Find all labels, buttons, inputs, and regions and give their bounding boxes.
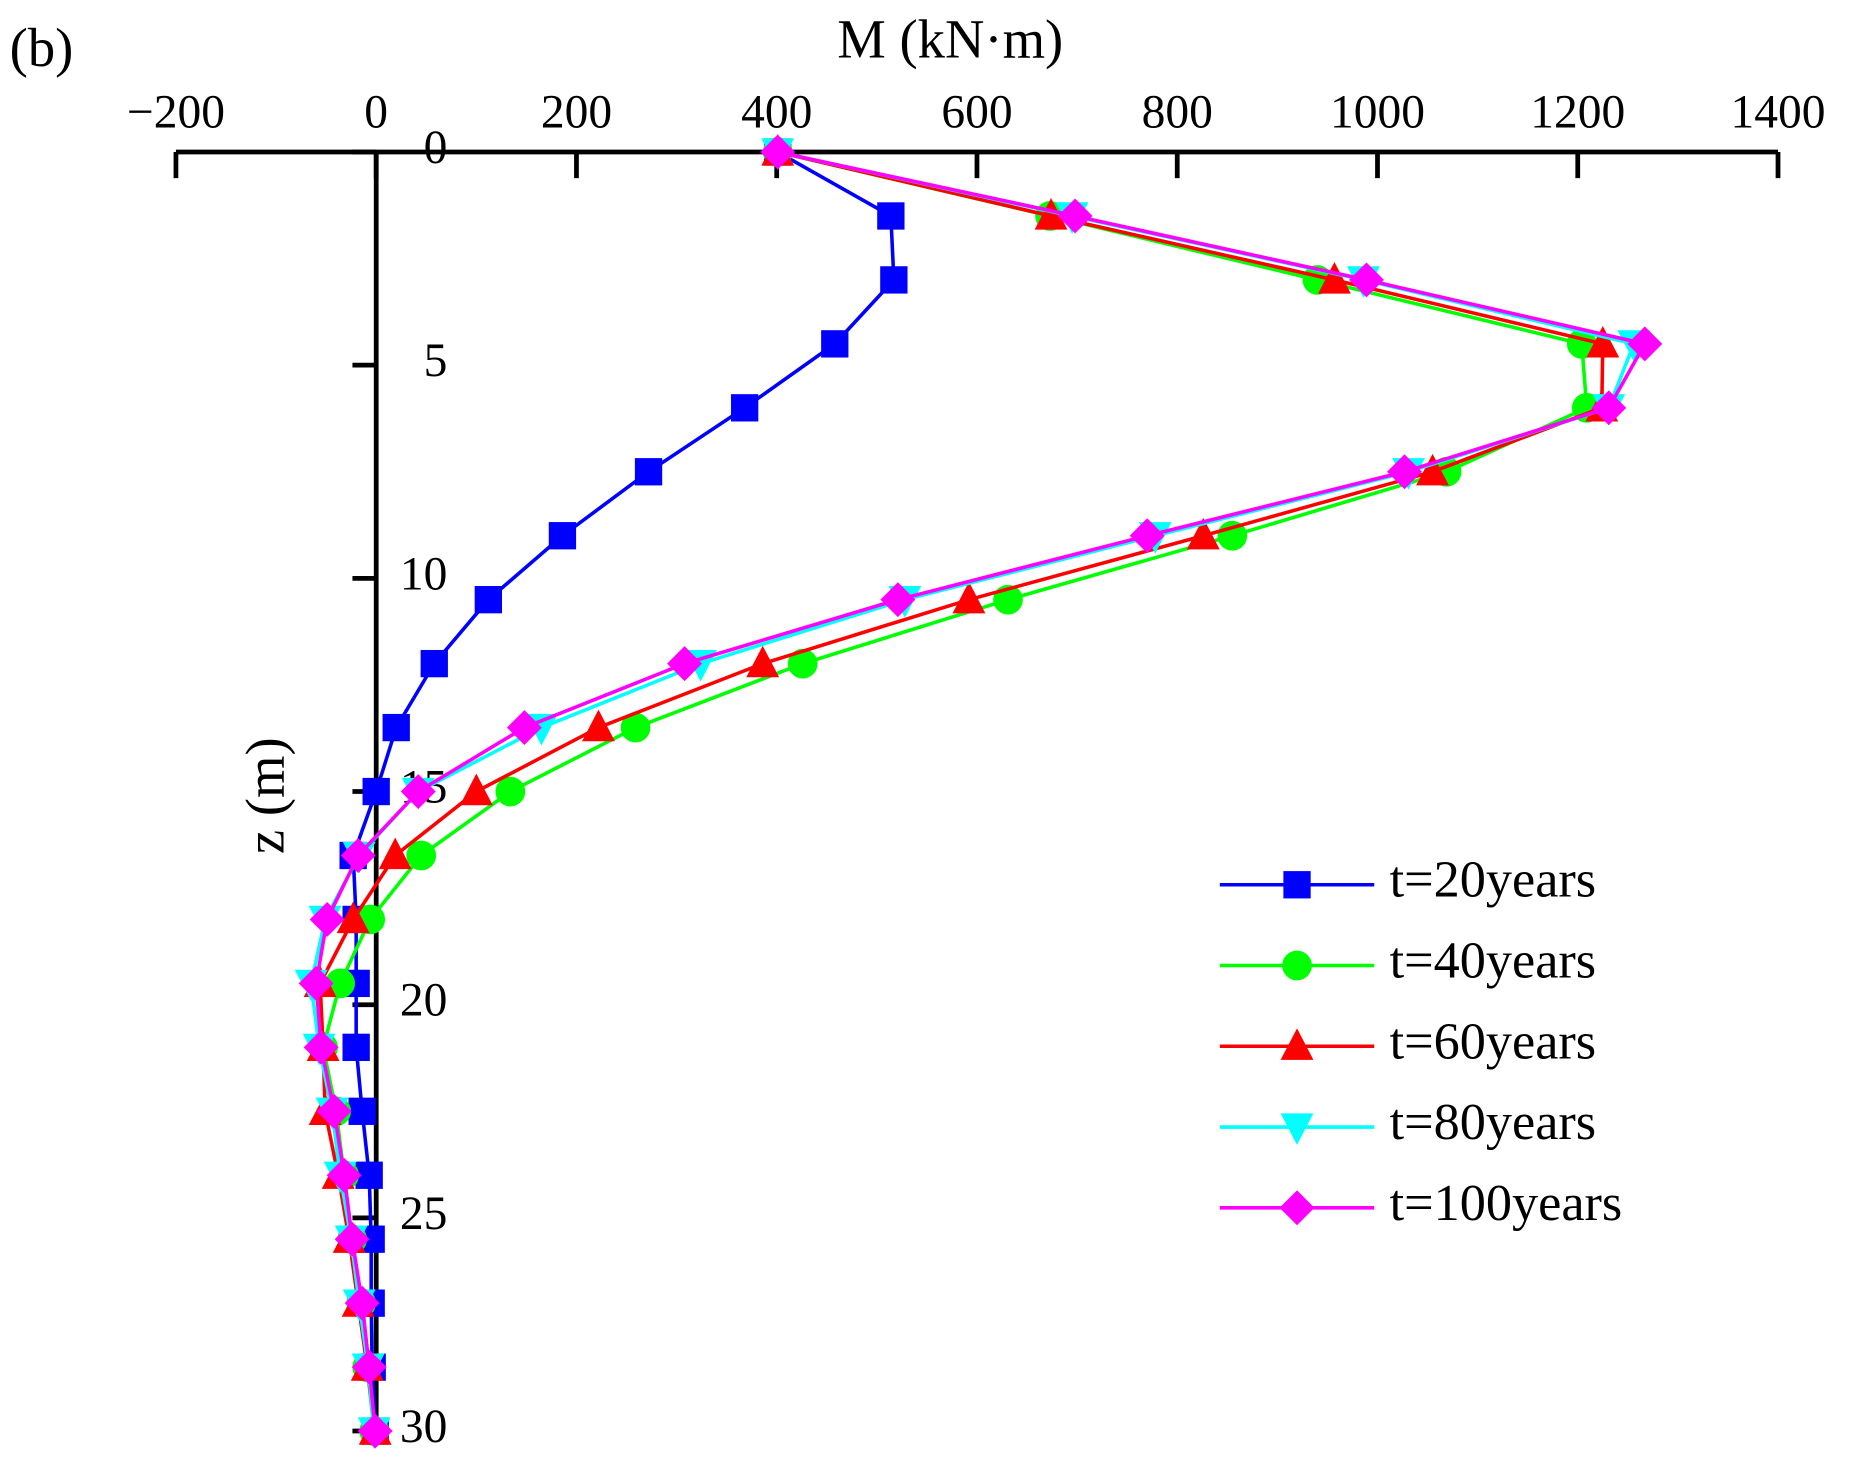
- data-point: [1416, 453, 1449, 486]
- data-point: [400, 774, 436, 810]
- data-point: [506, 710, 542, 746]
- data-point: [303, 1029, 339, 1065]
- data-point: [731, 394, 759, 422]
- data-point: [1186, 517, 1220, 550]
- data-point: [1387, 454, 1422, 490]
- data-point: [420, 649, 448, 678]
- data-point: [378, 837, 412, 870]
- y-axis-label: z (m): [234, 737, 295, 854]
- x-tick-label: 600: [941, 86, 1012, 138]
- data-point: [952, 581, 986, 614]
- x-tick-label: 800: [1142, 86, 1213, 138]
- data-point: [362, 777, 390, 806]
- y-tick-label: 20: [400, 975, 448, 1027]
- data-point: [1586, 325, 1620, 358]
- data-point: [351, 1349, 387, 1385]
- data-point: [746, 645, 780, 678]
- legend-marker: [1283, 871, 1311, 899]
- data-point: [880, 582, 916, 618]
- legend-marker: [1279, 1190, 1315, 1226]
- y-tick-label: 25: [400, 1188, 448, 1240]
- data-point: [382, 713, 410, 742]
- data-point: [340, 838, 376, 873]
- legend-marker: [1282, 950, 1312, 981]
- x-tick-label: 1200: [1530, 86, 1625, 138]
- data-point: [342, 1033, 370, 1062]
- data-point: [344, 1285, 380, 1321]
- data-point: [1349, 262, 1384, 298]
- x-tick-label: 0: [364, 86, 388, 138]
- x-tick-label: 1400: [1731, 86, 1826, 138]
- legend-label: t=40years: [1390, 932, 1596, 990]
- data-point: [1129, 518, 1165, 554]
- data-point: [459, 773, 493, 806]
- x-tick-label: −200: [127, 86, 225, 138]
- legend-label: t=20years: [1390, 851, 1596, 909]
- data-point: [406, 840, 437, 871]
- data-point: [821, 330, 849, 358]
- x-tick-label: 200: [541, 86, 612, 138]
- data-point: [316, 1093, 352, 1129]
- data-point: [1318, 262, 1351, 294]
- panel-label: (b): [10, 17, 74, 78]
- data-point: [548, 522, 577, 550]
- data-point: [309, 901, 345, 937]
- legend-label: t=60years: [1390, 1012, 1596, 1070]
- data-point: [348, 1097, 376, 1125]
- data-point: [877, 202, 905, 230]
- y-tick-label: 5: [424, 335, 448, 387]
- data-point: [334, 1221, 370, 1257]
- legend-label: t=100years: [1390, 1174, 1623, 1232]
- data-point: [474, 586, 502, 614]
- legend-label: t=80years: [1390, 1093, 1596, 1151]
- x-tick-label: 1000: [1330, 86, 1425, 138]
- data-point: [357, 1413, 393, 1449]
- data-point: [1057, 198, 1093, 234]
- data-point: [634, 458, 663, 486]
- data-point: [1591, 390, 1627, 426]
- data-point: [582, 709, 615, 742]
- data-point: [495, 776, 526, 807]
- x-axis-label: M (kN·m): [837, 9, 1063, 70]
- data-point: [760, 134, 796, 170]
- y-tick-label: 30: [400, 1401, 448, 1453]
- y-tick-label: 10: [400, 548, 448, 600]
- data-point: [667, 646, 703, 682]
- x-tick-label: 400: [741, 86, 812, 138]
- data-point: [336, 901, 370, 934]
- legend-marker: [1280, 1028, 1314, 1060]
- data-point: [1627, 326, 1663, 362]
- data-point: [880, 266, 908, 294]
- legend-marker: [1280, 1113, 1314, 1145]
- data-point: [326, 1157, 362, 1193]
- data-point: [298, 965, 334, 1001]
- y-tick-label: 0: [424, 122, 448, 174]
